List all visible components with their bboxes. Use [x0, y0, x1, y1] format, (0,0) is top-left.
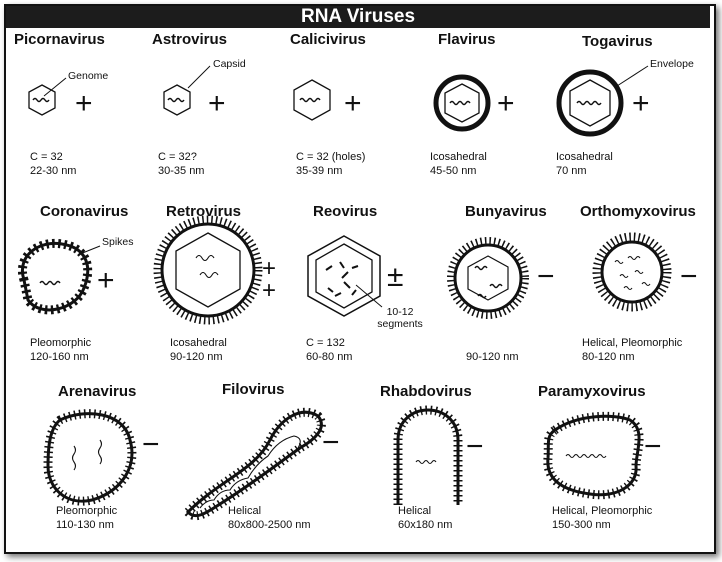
paramyxovirus-diagram — [543, 411, 644, 500]
sense-sign: + — [75, 87, 93, 120]
reovirus-diagram — [307, 235, 383, 317]
virus-description: Icosahedral 45-50 nm — [430, 151, 487, 177]
virus-description: 90-120 nm — [466, 351, 519, 363]
sense-sign: + — [208, 87, 226, 120]
spikes-callout: Spikes — [102, 236, 134, 248]
virus-name: Reovirus — [313, 203, 378, 220]
envelope-callout: Envelope — [650, 58, 694, 70]
virus-description: Helical, Pleomorphic 80-120 nm — [582, 337, 683, 363]
sense-sign: − — [142, 428, 160, 461]
coronavirus-diagram — [17, 238, 101, 315]
virus-description: Helical 60x180 nm — [398, 505, 453, 531]
segments-callout: 10-12 segments — [377, 306, 423, 330]
virus-name: Calicivirus — [290, 31, 366, 48]
virus-description: C = 32? 30-35 nm — [158, 151, 205, 177]
virus-description: Icosahedral 70 nm — [556, 151, 613, 177]
astrovirus-diagram — [163, 65, 211, 116]
figure-frame — [4, 4, 716, 554]
picornavirus-diagram — [28, 77, 67, 116]
sense-sign: + — [632, 87, 650, 120]
virus-name: Togavirus — [582, 33, 653, 50]
virus-name: Paramyxovirus — [538, 383, 646, 400]
retrovirus-diagram — [153, 215, 263, 325]
flavirus-diagram — [433, 74, 491, 132]
virus-description: C = 32 (holes) 35-39 nm — [296, 151, 366, 177]
virus-name: Rhabdovirus — [380, 383, 472, 400]
sense-sign: + — [497, 87, 515, 120]
virus-description: Helical, Pleomorphic 150-300 nm — [552, 505, 653, 531]
virus-description: C = 132 60-80 nm — [306, 337, 353, 363]
title-bar: RNA Viruses — [6, 6, 710, 28]
virus-name: Orthomyxovirus — [580, 203, 696, 220]
virus-description: Pleomorphic 120-160 nm — [30, 337, 92, 363]
arenavirus-diagram — [43, 409, 137, 506]
sense-sign: − — [680, 260, 698, 293]
sense-sign: − — [537, 260, 555, 293]
virus-name: Filovirus — [222, 381, 285, 398]
sense-sign-stacked: + + — [262, 255, 277, 304]
virus-name: Bunyavirus — [465, 203, 547, 220]
virus-name: Flavirus — [438, 31, 496, 48]
genome-callout: Genome — [68, 70, 109, 82]
sense-sign: − — [644, 430, 662, 463]
figure-title: RNA Viruses — [300, 6, 416, 27]
virus-description: C = 32 22-30 nm — [30, 151, 77, 177]
virus-name: Retrovirus — [166, 203, 242, 220]
orthomyxovirus-diagram — [592, 232, 672, 312]
virus-name: Arenavirus — [58, 383, 137, 400]
virus-name: Picornavirus — [14, 31, 105, 48]
capsid-callout: Capsid — [213, 58, 246, 70]
calicivirus-diagram — [293, 79, 331, 121]
virus-description: Helical 80x800-2500 nm — [228, 505, 311, 531]
sense-sign: + — [344, 87, 362, 120]
bunyavirus-diagram — [447, 237, 529, 319]
sense-sign: + — [97, 264, 115, 297]
virus-description: Icosahedral 90-120 nm — [170, 337, 227, 363]
virus-description: Pleomorphic 110-130 nm — [56, 505, 118, 531]
filovirus-diagram — [181, 407, 326, 521]
virus-name: Coronavirus — [40, 203, 129, 220]
virus-name: Astrovirus — [152, 31, 228, 48]
sense-sign: − — [466, 430, 484, 463]
sense-sign: ± — [387, 260, 404, 293]
sense-sign: − — [322, 426, 340, 459]
rhabdovirus-diagram — [393, 405, 463, 505]
togavirus-diagram — [556, 65, 649, 137]
